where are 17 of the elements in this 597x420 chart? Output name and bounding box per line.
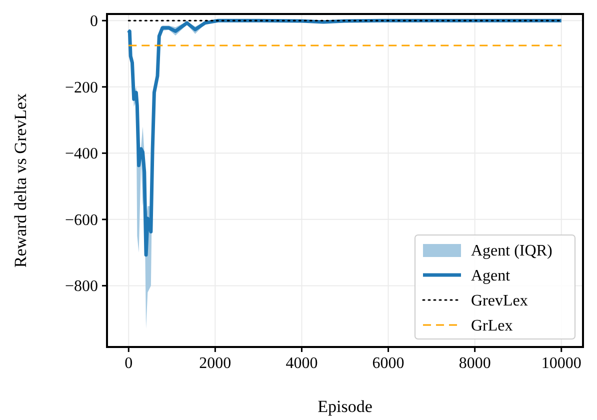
- legend-label: GrLex: [471, 318, 513, 334]
- y-axis-title: Reward delta vs GrevLex: [11, 92, 30, 268]
- y-tick-label: −800: [64, 278, 98, 296]
- x-tick-label: 0: [124, 355, 133, 372]
- legend-label: GrevLex: [471, 292, 528, 310]
- y-tick-label: −400: [64, 146, 98, 163]
- x-tick-label: 4000: [286, 355, 318, 372]
- y-tick-label: 0: [90, 13, 98, 30]
- x-axis-title: Episode: [318, 397, 372, 416]
- x-tick-label: 2000: [199, 355, 232, 372]
- legend-label: Agent: [471, 268, 511, 284]
- annotation: Agent (IQR): [471, 242, 552, 260]
- x-tick-label: 6000: [372, 355, 404, 372]
- y-tick-label: −600: [64, 212, 98, 229]
- x-tick-label: 10000: [541, 355, 582, 372]
- y-tick-label: −200: [64, 79, 98, 96]
- x-tick-label: 8000: [458, 355, 491, 372]
